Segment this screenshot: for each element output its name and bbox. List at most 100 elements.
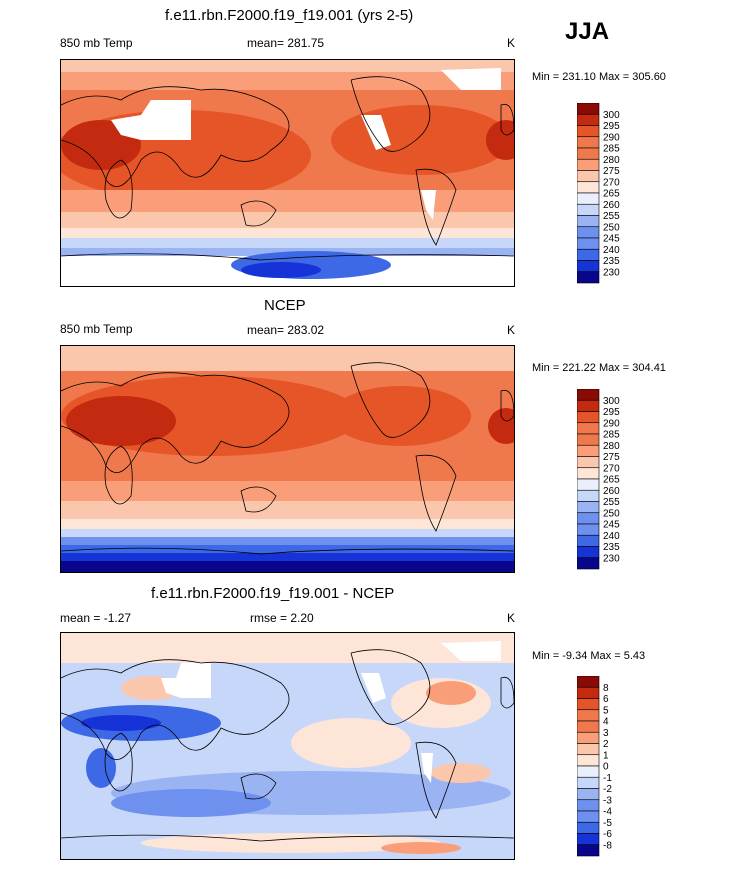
colorbar-box xyxy=(577,743,600,756)
colorbar-tick-label: -6 xyxy=(603,829,612,840)
colorbar-box xyxy=(577,136,600,149)
colorbar-box xyxy=(577,456,600,469)
panel3-minmax: Min = -9.34 Max = 5.43 xyxy=(532,650,646,662)
colorbar-tick-label: -5 xyxy=(603,818,612,829)
colorbar-tick-label: -3 xyxy=(603,795,612,806)
colorbar-tick-label: 235 xyxy=(603,256,620,267)
colorbar-box xyxy=(577,523,600,536)
colorbar-box xyxy=(577,686,600,699)
colorbar-tick-label: 250 xyxy=(603,508,620,519)
panel1-minmax: Min = 231.10 Max = 305.60 xyxy=(532,71,666,83)
colorbar-tick-label: 300 xyxy=(603,110,620,121)
colorbar-tick-label: 6 xyxy=(603,694,609,705)
colorbar-box xyxy=(577,147,600,160)
colorbar-tick-label: 275 xyxy=(603,166,620,177)
panel1-map xyxy=(60,59,515,287)
colorbar-box xyxy=(577,260,600,273)
colorbar-tick-label: 255 xyxy=(603,211,620,222)
colorbar-box xyxy=(577,192,600,205)
colorbar-tick-label: 5 xyxy=(603,705,609,716)
colorbar-box xyxy=(577,501,600,514)
colorbar-tick-label: 265 xyxy=(603,189,620,200)
colorbar-box xyxy=(577,422,600,435)
colorbar-box xyxy=(577,765,600,778)
colorbar-box xyxy=(577,399,600,412)
colorbar-box xyxy=(577,248,600,261)
colorbar-box xyxy=(577,720,600,733)
colorbar-box xyxy=(577,271,600,284)
colorbar-box xyxy=(577,181,600,194)
colorbar-tick-label: 290 xyxy=(603,132,620,143)
colorbar-box xyxy=(577,512,600,525)
colorbar-box xyxy=(577,698,600,711)
colorbar-box xyxy=(577,467,600,480)
panel3-mean-label: mean = -1.27 xyxy=(60,611,132,625)
colorbar-box xyxy=(577,389,600,401)
colorbar-tick-label: 245 xyxy=(603,234,620,245)
colorbar-box xyxy=(577,170,600,183)
colorbar-tick-label: 300 xyxy=(603,396,620,407)
colorbar-tick-label: 245 xyxy=(603,520,620,531)
colorbar-box xyxy=(577,158,600,171)
colorbar-box xyxy=(577,731,600,744)
colorbar-box xyxy=(577,411,600,424)
season-label: JJA xyxy=(565,18,610,45)
colorbar-box xyxy=(577,113,600,126)
panel2-colorbar: 300 295 290 285 280 275 270 265 260 255 250 245 240 2… xyxy=(577,389,627,571)
colorbar-tick-label: 250 xyxy=(603,222,620,233)
colorbar-box xyxy=(577,776,600,789)
colorbar-box xyxy=(577,810,600,823)
colorbar-tick-label: 8 xyxy=(603,683,609,694)
panel2-minmax: Min = 221.22 Max = 304.41 xyxy=(532,362,666,374)
colorbar-tick-label: 265 xyxy=(603,475,620,486)
colorbar-box xyxy=(577,433,600,446)
colorbar-box xyxy=(577,125,600,138)
colorbar-box xyxy=(577,709,600,722)
colorbar-box xyxy=(577,237,600,250)
colorbar-tick-label: 2 xyxy=(603,739,609,750)
colorbar-tick-label: 270 xyxy=(603,177,620,188)
panel1-mean-label: mean= 281.75 xyxy=(247,36,325,50)
colorbar-box xyxy=(577,844,600,857)
colorbar-box xyxy=(577,534,600,547)
colorbar-tick-label: 240 xyxy=(603,531,620,542)
panel3-colorbar: 8 6 5 4 3 2 1 0 -1 -2 -3 -4 -5 -6 -8 xyxy=(577,676,627,858)
colorbar-box xyxy=(577,821,600,834)
panel3-title: f.e11.rbn.F2000.f19_f19.001 - NCEP xyxy=(151,585,395,602)
colorbar-tick-label: 260 xyxy=(603,486,620,497)
colorbar-box xyxy=(577,444,600,457)
colorbar-box xyxy=(577,226,600,239)
colorbar-tick-label: 285 xyxy=(603,144,620,155)
colorbar-box xyxy=(577,676,600,688)
panel1-variable-label: 850 mb Temp xyxy=(60,36,133,50)
colorbar-box xyxy=(577,557,600,570)
colorbar-box xyxy=(577,799,600,812)
colorbar-tick-label: -8 xyxy=(603,840,612,851)
colorbar-tick-label: 280 xyxy=(603,441,620,452)
panel2-mean-label: mean= 283.02 xyxy=(247,323,325,337)
panel1-colorbar: 300 295 290 285 280 275 270 265 260 255 250 245 240 2… xyxy=(577,103,627,285)
colorbar-tick-label: 4 xyxy=(603,717,609,728)
panel2-units-label: K xyxy=(507,323,516,337)
colorbar-box xyxy=(577,489,600,502)
colorbar-box xyxy=(577,546,600,559)
colorbar-tick-label: 235 xyxy=(603,542,620,553)
colorbar-box xyxy=(577,754,600,767)
colorbar-tick-label: 230 xyxy=(603,267,620,278)
panel2-map xyxy=(60,345,515,573)
panel1-title: f.e11.rbn.F2000.f19_f19.001 (yrs 2-5) xyxy=(165,7,414,24)
panel2-variable-label: 850 mb Temp xyxy=(60,322,133,336)
colorbar-tick-label: 295 xyxy=(603,407,620,418)
colorbar-box xyxy=(577,203,600,216)
colorbar-box xyxy=(577,478,600,491)
panel3-map xyxy=(60,632,515,860)
colorbar-tick-label: 275 xyxy=(603,452,620,463)
colorbar-tick-label: 295 xyxy=(603,121,620,132)
colorbar-tick-label: 270 xyxy=(603,463,620,474)
colorbar-tick-label: 280 xyxy=(603,155,620,166)
colorbar-box xyxy=(577,215,600,228)
panel3-rmse-label: rmse = 2.20 xyxy=(250,611,314,625)
colorbar-tick-label: 0 xyxy=(603,762,609,773)
colorbar-tick-label: 1 xyxy=(603,750,609,761)
colorbar-tick-label: 285 xyxy=(603,430,620,441)
